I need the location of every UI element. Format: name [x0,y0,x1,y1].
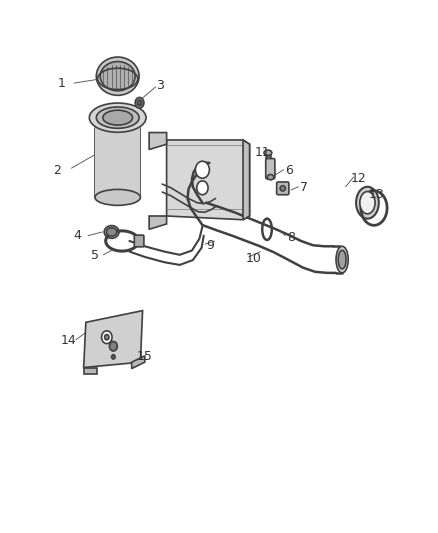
Ellipse shape [96,57,139,95]
Ellipse shape [336,246,348,273]
Text: 5: 5 [91,249,99,262]
Text: 14: 14 [60,334,76,348]
Ellipse shape [95,189,141,205]
Ellipse shape [280,185,286,191]
Polygon shape [132,356,145,368]
Circle shape [102,331,112,344]
Ellipse shape [360,191,375,214]
Ellipse shape [104,225,119,238]
Circle shape [138,100,142,106]
Ellipse shape [100,62,135,91]
Circle shape [110,342,117,351]
Text: 6: 6 [285,164,293,177]
Polygon shape [84,368,97,374]
Circle shape [197,181,208,195]
Polygon shape [166,140,250,220]
Circle shape [112,355,115,359]
Text: 4: 4 [73,229,81,242]
Polygon shape [84,311,143,368]
FancyBboxPatch shape [134,235,144,247]
Circle shape [105,335,109,340]
Text: 3: 3 [156,79,164,92]
Text: 2: 2 [53,164,61,177]
Text: 10: 10 [246,252,262,265]
Ellipse shape [264,150,272,156]
Ellipse shape [338,251,346,269]
Text: 15: 15 [137,350,153,364]
Ellipse shape [103,110,133,125]
Text: 13: 13 [368,188,384,201]
Ellipse shape [267,174,274,180]
FancyBboxPatch shape [266,159,275,179]
FancyBboxPatch shape [277,182,289,195]
Ellipse shape [106,228,117,236]
Text: 8: 8 [287,231,295,244]
Ellipse shape [356,187,379,219]
Polygon shape [149,133,166,150]
Ellipse shape [89,103,146,132]
Circle shape [195,161,209,178]
Circle shape [135,98,144,108]
Text: 1: 1 [58,77,66,90]
Text: 9: 9 [206,239,214,252]
Bar [95,128,141,197]
Polygon shape [243,140,250,220]
Text: 11: 11 [255,146,271,159]
Ellipse shape [96,107,139,128]
Polygon shape [149,216,166,229]
Text: 7: 7 [300,181,308,195]
Text: 12: 12 [351,172,367,185]
